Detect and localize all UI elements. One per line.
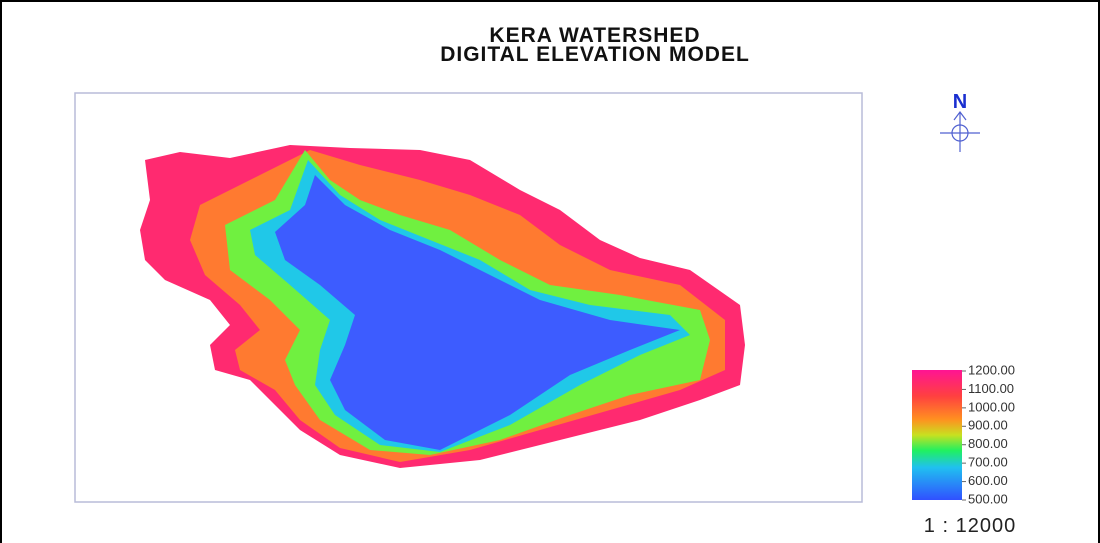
legend-label: 1200.00	[968, 362, 1015, 377]
legend-label: 1000.00	[968, 399, 1015, 414]
map-page: KERA WATERSHED DIGITAL ELEVATION MODEL N…	[0, 0, 1100, 543]
north-label: N	[953, 91, 967, 113]
legend-colorbar	[912, 370, 962, 500]
legend-label: 1100.00	[968, 381, 1014, 396]
legend-label: 700.00	[968, 455, 1008, 470]
scale-label: 1 : 12000	[924, 515, 1016, 537]
legend-label: 800.00	[968, 436, 1008, 451]
legend-label: 600.00	[968, 473, 1008, 488]
title-line: DIGITAL ELEVATION MODEL	[440, 43, 750, 66]
legend-label: 500.00	[968, 491, 1008, 506]
legend-label: 900.00	[968, 418, 1008, 433]
